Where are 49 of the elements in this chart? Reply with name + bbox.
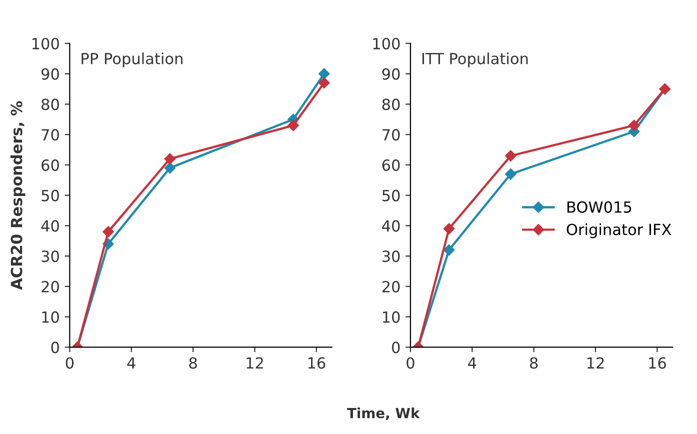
legend-label: Originator IFX xyxy=(566,223,672,238)
y-tick-label: 10 xyxy=(382,311,400,323)
y-tick-label: 70 xyxy=(382,129,400,141)
y-tick-label: 10 xyxy=(42,311,59,323)
point xyxy=(443,244,455,256)
y-tick-label: 30 xyxy=(382,250,400,262)
y-tick-label: 80 xyxy=(42,98,59,110)
y-tick-label: 0 xyxy=(51,342,59,354)
y-tick-label: 20 xyxy=(42,280,59,292)
x-tick-label: 8 xyxy=(189,357,197,369)
y-tick-label: 80 xyxy=(382,98,400,110)
y-axis-title: ACR20 Responders, % xyxy=(10,101,26,290)
y-tick-label: 0 xyxy=(392,342,400,354)
text: PP Population xyxy=(82,52,182,68)
x-tick-label: 4 xyxy=(468,357,476,369)
x-axis-title: Time, Wk xyxy=(347,408,420,420)
x-tick-label: 0 xyxy=(66,357,74,369)
text: ITT Population xyxy=(422,52,528,68)
x-tick-label: 16 xyxy=(308,357,326,369)
y-tick-label: 30 xyxy=(42,250,59,262)
y-tick-label: 100 xyxy=(32,38,59,50)
x-tick-label: 0 xyxy=(406,357,414,369)
y-tick-label: 20 xyxy=(382,280,400,292)
y-tick-label: 40 xyxy=(382,220,400,232)
point xyxy=(288,120,299,132)
point xyxy=(505,168,516,180)
y-tick-label: 70 xyxy=(42,129,59,141)
legend-label: BOW015 xyxy=(567,201,632,213)
y-tick-label: 90 xyxy=(42,68,59,80)
point xyxy=(628,120,640,132)
y-tick-label: 40 xyxy=(41,220,59,232)
point xyxy=(164,153,176,164)
point xyxy=(443,223,455,234)
x-tick-label: 8 xyxy=(530,357,538,369)
x-tick-label: 12 xyxy=(587,357,604,369)
point xyxy=(164,162,176,174)
y-tick-label: 100 xyxy=(373,38,400,50)
point xyxy=(505,150,516,162)
y-tick-label: 60 xyxy=(382,159,400,171)
y-tick-label: 50 xyxy=(42,190,59,202)
x-tick-label: 4 xyxy=(127,357,136,369)
point xyxy=(318,68,330,80)
point xyxy=(102,226,114,238)
x-tick-label: 12 xyxy=(246,357,263,369)
y-tick-label: 50 xyxy=(382,190,400,202)
point xyxy=(318,77,330,88)
y-tick-label: 90 xyxy=(382,68,400,80)
y-tick-label: 60 xyxy=(42,159,59,171)
x-tick-label: 16 xyxy=(649,357,666,369)
